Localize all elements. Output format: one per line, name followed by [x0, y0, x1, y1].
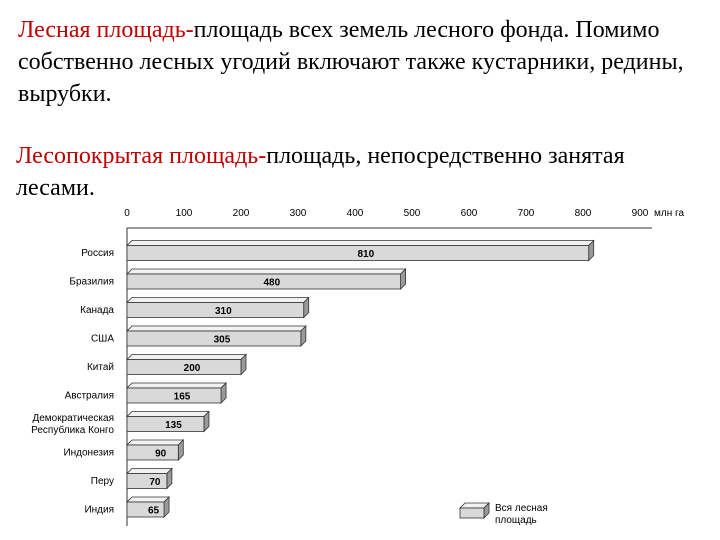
x-tick-label: 300: [290, 208, 307, 219]
bar-top: [126, 468, 173, 474]
bar-face: [126, 444, 179, 461]
x-tick-label: 800: [575, 208, 592, 219]
bar: [126, 239, 595, 262]
value-label: 810: [358, 249, 375, 260]
forest-area-definition: Лесная площадь-площадь всех земель лесно…: [18, 14, 708, 110]
bar: [126, 382, 228, 404]
bar: [126, 353, 247, 376]
legend-swatch-face: [459, 507, 485, 519]
value-label: 200: [184, 363, 201, 374]
bar-top: [126, 354, 247, 360]
x-tick-label: 900: [632, 208, 649, 219]
bar: [126, 296, 310, 319]
category-label: Перу: [91, 476, 114, 487]
category-label: Индонезия: [63, 448, 114, 459]
category-label: Россия: [81, 248, 114, 259]
value-label: 70: [149, 477, 161, 488]
x-tick-label: 400: [347, 208, 364, 219]
category-label: Индия: [84, 505, 114, 516]
bar: [126, 439, 185, 461]
value-label: 310: [215, 306, 232, 317]
x-tick-label: 0: [124, 208, 130, 219]
bar-top: [126, 411, 210, 417]
unit-label: млн га: [654, 208, 684, 219]
bar-top: [126, 297, 310, 303]
bar-top: [126, 439, 185, 446]
bar: [126, 496, 171, 518]
bar: [126, 268, 407, 290]
forested-area-term: Лесопокрытая площадь-: [16, 143, 267, 169]
legend-label: Вся лесная площадь: [495, 503, 548, 526]
category-label: Бразилия: [69, 277, 114, 288]
bar: [126, 467, 173, 490]
category-label: Канада: [80, 305, 114, 316]
bar-top: [126, 240, 595, 246]
bar-face: [126, 416, 205, 432]
bar-top: [126, 268, 407, 275]
x-tick-label: 600: [461, 208, 478, 219]
x-tick-label: 500: [404, 208, 421, 219]
value-label: 65: [148, 506, 160, 517]
value-label: 135: [165, 420, 182, 431]
value-label: 305: [214, 335, 231, 346]
bar-face: [126, 359, 242, 375]
bar-face: [126, 273, 402, 290]
category-label: Китай: [87, 362, 114, 373]
bar-top: [126, 496, 171, 503]
forested-area-definition: Лесопокрытая площадь-площадь, непосредст…: [16, 140, 696, 204]
category-label: Демократическая Республика Конго: [31, 413, 114, 436]
x-tick-label: 700: [518, 208, 535, 219]
bar-face: [126, 302, 305, 318]
category-label: Австралия: [65, 391, 114, 402]
bar-face: [126, 501, 165, 518]
bar: [126, 410, 210, 433]
forest-area-term: Лесная площадь-: [18, 17, 194, 43]
value-label: 165: [174, 392, 191, 403]
x-tick-label: 200: [233, 208, 250, 219]
category-label: США: [91, 334, 114, 345]
bar-top: [126, 382, 228, 389]
bar-top: [126, 325, 307, 332]
value-label: 90: [155, 449, 167, 460]
forest-area-text: площадь всех земель лесного фонда. Помим…: [18, 17, 684, 107]
x-tick-label: 100: [176, 208, 193, 219]
value-label: 480: [263, 278, 280, 289]
bar-face: [126, 473, 168, 489]
bar-face: [126, 387, 222, 404]
bar-face: [126, 245, 590, 261]
bar-face: [126, 330, 302, 347]
bar: [126, 325, 307, 347]
forested-area-text: площадь, непосредственно занятая лесами.: [16, 143, 625, 201]
legend-swatch: [459, 502, 490, 519]
